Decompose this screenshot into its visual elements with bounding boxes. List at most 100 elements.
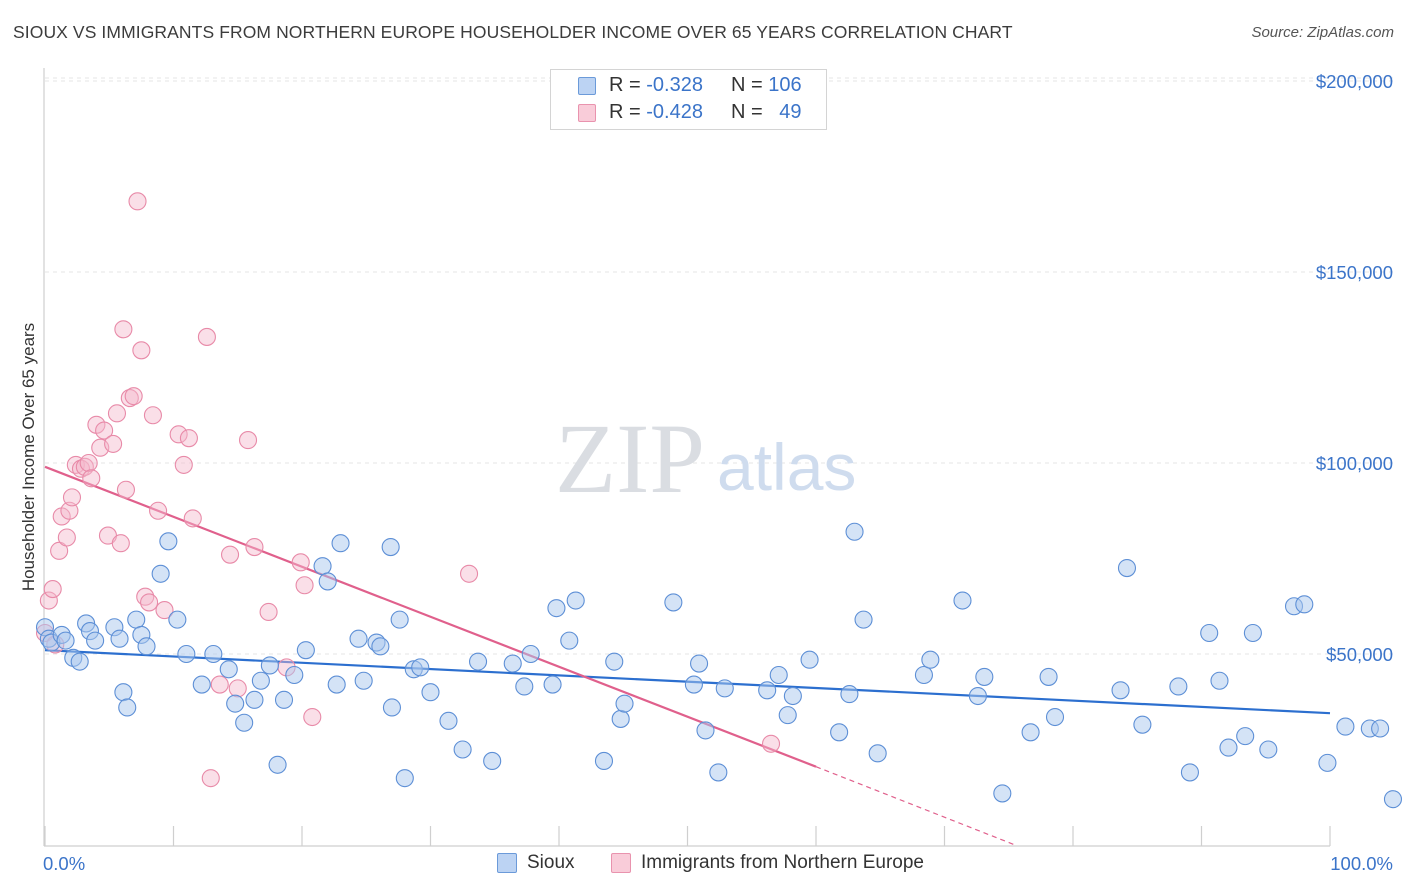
immigrants-point	[149, 501, 168, 520]
sioux-point	[318, 572, 337, 591]
sioux-point	[137, 637, 156, 656]
immigrants-point	[761, 734, 781, 753]
sioux-point	[1210, 671, 1229, 690]
sioux-point	[1133, 715, 1152, 734]
correlation-legend: R = -0.328 N = 106 R = -0.428 N = 49	[550, 69, 827, 130]
sioux-point	[993, 784, 1012, 803]
sioux-point	[953, 591, 972, 610]
immigrants-point	[143, 406, 162, 425]
scatter-points	[35, 192, 1403, 809]
sioux-point	[615, 694, 634, 713]
sioux-point	[421, 683, 440, 702]
sioux-point	[110, 629, 129, 648]
immigrants-point	[179, 429, 198, 448]
immigrants-point	[82, 469, 101, 488]
sioux-point	[845, 522, 864, 541]
immigrants-point	[116, 480, 136, 499]
sioux-point	[274, 690, 294, 709]
legend-row-sioux: R = -0.328 N = 106	[551, 73, 826, 100]
sioux-point	[411, 658, 430, 677]
chart-source: Source: ZipAtlas.com	[1251, 24, 1394, 41]
legend-r-text: R = -0.328	[609, 74, 703, 97]
sioux-swatch-icon	[578, 77, 596, 95]
sioux-point	[1259, 740, 1278, 759]
sioux-point	[159, 532, 178, 551]
immigrants-point	[238, 431, 258, 450]
axes	[43, 68, 1331, 847]
legend-n-label: N =	[731, 74, 769, 96]
immigrants-point	[124, 387, 143, 406]
sioux-point	[709, 763, 728, 782]
legend-n-value: 106	[768, 74, 802, 96]
legend-row-immigrants: R = -0.428 N = 49	[551, 100, 826, 127]
sioux-point	[1371, 719, 1390, 738]
sioux-point	[1318, 753, 1337, 772]
sioux-point	[313, 557, 332, 576]
sioux-point	[331, 534, 350, 553]
immigrants-point	[259, 602, 278, 622]
legend-r-text: R = -0.428	[609, 101, 703, 124]
immigrants-trend-extension	[815, 766, 1016, 846]
immigrants-point	[174, 455, 193, 474]
sioux-point	[783, 686, 802, 706]
sioux-point	[1219, 738, 1238, 757]
sioux-point	[503, 654, 522, 673]
sioux-point	[547, 599, 566, 618]
sioux-point	[521, 644, 540, 664]
sioux-point	[1169, 677, 1188, 696]
sioux-point	[611, 709, 630, 728]
grid-lines	[45, 77, 1393, 655]
immigrants-point	[79, 453, 98, 473]
sioux-point	[114, 683, 133, 702]
sioux-point	[1045, 707, 1065, 727]
immigrants-swatch-icon	[578, 104, 596, 122]
immigrants-point	[132, 341, 151, 360]
sioux-point	[439, 711, 458, 730]
sioux-point	[664, 593, 683, 612]
legend-r-label: R =	[609, 101, 647, 123]
legend-n-text: N = 49	[731, 101, 802, 124]
immigrants-point	[169, 425, 188, 444]
sioux-point	[177, 644, 196, 664]
sioux-point	[914, 665, 933, 685]
legend-n-text: N = 106	[731, 74, 802, 97]
sioux-point	[219, 660, 238, 679]
sioux-legend-swatch-icon	[497, 853, 517, 873]
sioux-point	[1383, 790, 1403, 809]
sioux-point	[371, 637, 390, 656]
legend-r-value: -0.428	[646, 101, 703, 123]
sioux-point	[840, 685, 859, 704]
legend-r-value: -0.328	[646, 74, 703, 96]
immigrants-point	[95, 421, 114, 440]
sioux-point	[251, 671, 270, 690]
sioux-point	[235, 713, 254, 732]
sioux-point	[381, 537, 400, 557]
watermark-atlas: atlas	[717, 430, 856, 504]
immigrants-point	[220, 545, 240, 564]
immigrants-point	[140, 593, 159, 612]
sioux-point	[327, 675, 346, 694]
immigrants-point	[57, 528, 76, 547]
trend-lines	[44, 465, 1331, 846]
sioux-point	[192, 675, 211, 694]
immigrants-point	[43, 580, 62, 599]
sioux-point	[1243, 623, 1262, 643]
sioux-point	[86, 631, 105, 650]
sioux-point	[296, 641, 315, 660]
sioux-point	[566, 591, 585, 610]
immigrants-point	[245, 537, 264, 557]
y-tick-label: $100,000	[1316, 453, 1393, 474]
x-tick-label-start: 0.0%	[43, 853, 85, 874]
immigrants-point	[228, 679, 247, 698]
immigrants-point	[50, 541, 69, 560]
sioux-point	[127, 610, 146, 629]
legend-r-label: R =	[609, 74, 647, 96]
sioux-point	[1200, 623, 1219, 643]
sioux-point	[769, 665, 788, 685]
sioux-point	[968, 686, 987, 706]
sioux-point	[921, 650, 940, 669]
legend-label-immigrants: Immigrants from Northern Europe	[641, 852, 924, 873]
y-tick-label: $200,000	[1316, 71, 1393, 92]
immigrants-legend-swatch-icon	[611, 853, 631, 873]
sioux-point	[868, 744, 887, 763]
